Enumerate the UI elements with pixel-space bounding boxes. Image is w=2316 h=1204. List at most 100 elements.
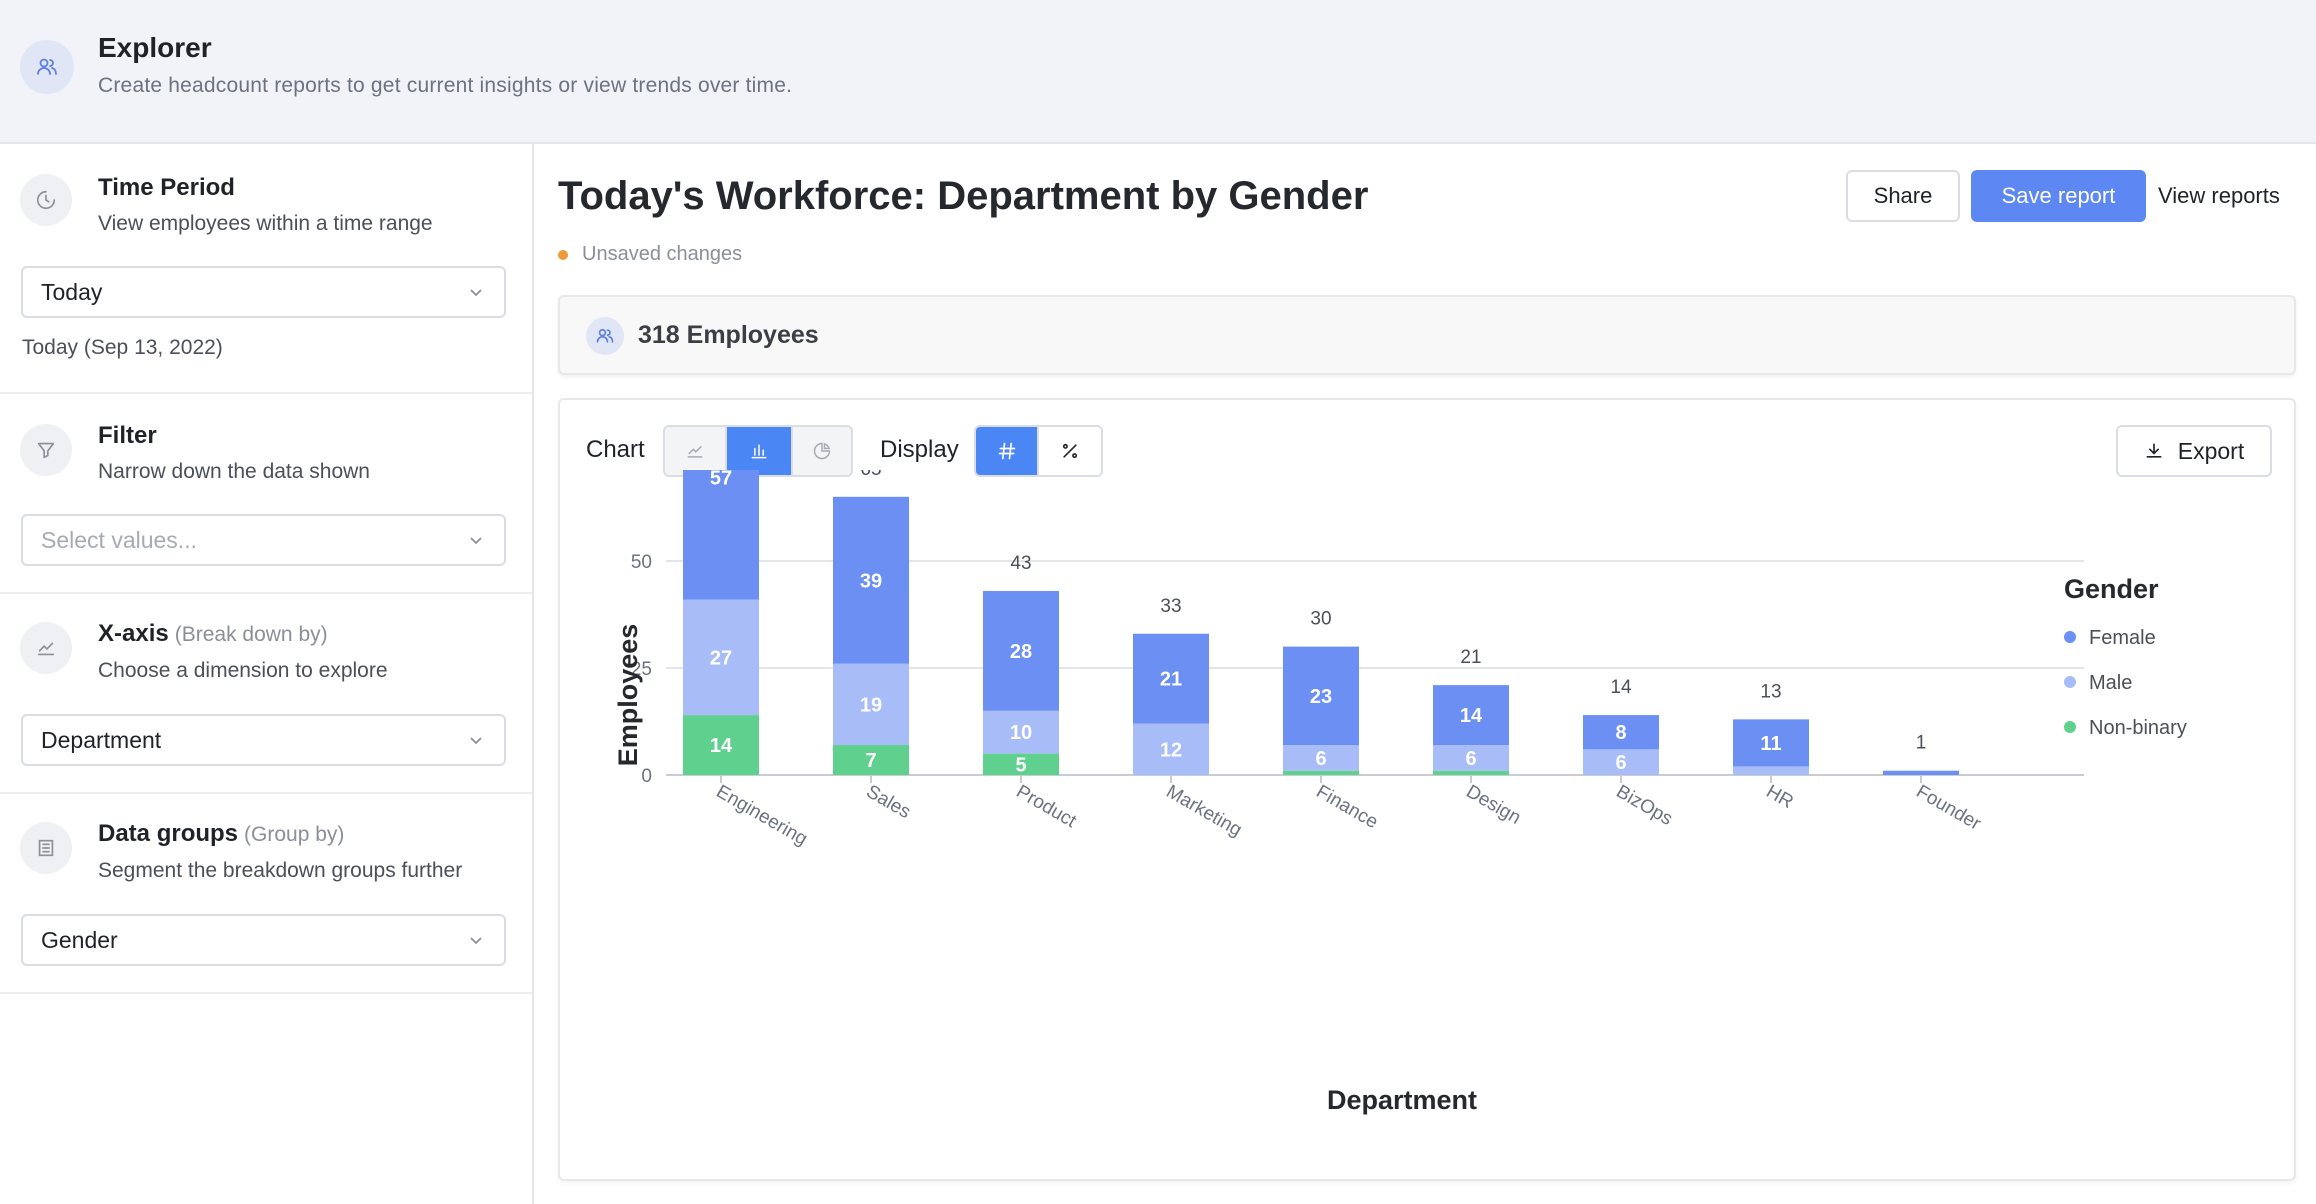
data-groups-value: Gender [41,926,118,953]
bar-segment [683,470,759,600]
count-option[interactable] [976,427,1039,475]
time-period-description: View employees within a time range [98,212,433,235]
bar-segment [1283,770,1359,775]
group-list-icon [20,822,72,874]
percent-option[interactable] [1039,427,1101,475]
bars: 1427579871939655102843122133623306142168… [683,470,1959,776]
stacked-bar-chart: 1427579871939655102843122133623306142168… [613,470,2187,1115]
bar-total-label: 33 [1160,596,1181,617]
bar-value-label: 23 [1310,686,1332,708]
data-groups-title: Data groups (Group by) [98,820,344,848]
page-header: Explorer Create headcount reports to get… [0,0,2316,144]
bar-chart-icon [751,444,767,459]
bar-value-label: 27 [710,647,732,669]
export-button[interactable]: Export [2116,425,2272,477]
x-axis-value: Department [41,726,162,753]
time-period-title: Time Period [98,174,235,201]
display-label: Display [880,436,959,463]
bar-segment [1433,770,1509,775]
view-reports-link[interactable]: View reports [2158,183,2280,208]
bar-value-label: 5 [1015,754,1026,776]
bar-value-label: 6 [1315,748,1326,770]
bar-value-label: 12 [1160,739,1182,761]
filter-title: Filter [98,422,157,449]
bar-segment [1283,745,1359,771]
legend-swatch [2064,721,2076,733]
line-chart-icon [20,622,72,674]
pie-chart-option[interactable] [793,427,851,475]
x-axis-select[interactable]: Department [21,714,506,766]
bar-total-label: 43 [1010,553,1031,574]
bar-total-label: 65 [860,470,881,480]
save-report-button[interactable]: Save report [1971,170,2146,222]
data-groups-section: Data groups (Group by) Segment the breakd… [0,794,532,994]
percent-icon [1062,443,1078,459]
bar-segment [1433,685,1509,746]
bar-segment [983,710,1059,754]
x-tick-label: Product [1013,781,1081,832]
chart-card: Chart Display Export 1427579871939655102… [558,398,2296,1181]
x-tick-label: Sales [863,781,915,823]
bar-value-label: 11 [1760,733,1781,755]
filter-description: Narrow down the data shown [98,460,370,483]
funnel-icon [20,424,72,476]
bar-value-label: 28 [1010,641,1032,663]
x-tick-label: BizOps [1613,781,1677,830]
bar-value-label: 57 [710,470,732,490]
data-groups-select[interactable]: Gender [21,914,506,966]
status-dot [558,249,568,260]
page-title: Explorer [98,32,212,63]
x-axis-title-text: X-axis [98,620,169,647]
bar-chart-option[interactable] [727,427,793,475]
time-period-select[interactable]: Today [21,266,506,318]
y-axis-title: Employees [613,624,643,767]
bar-segment [1733,719,1809,767]
x-tick-label: Design [1463,781,1525,829]
y-tick-label: 25 [631,659,652,680]
pie-chart-icon [813,442,831,460]
bar-segment [1883,770,1959,775]
bar-value-label: 8 [1615,722,1626,744]
bar-total-label: 21 [1460,647,1481,668]
chevron-down-icon [470,737,482,745]
x-tick-label: Engineering [713,781,811,850]
people-icon [586,317,624,355]
bar-total-label: 30 [1310,609,1331,630]
bar-total-label: 13 [1760,681,1781,702]
y-tick-label: 50 [631,552,652,573]
legend: Gender Female Male Non-binary [2064,574,2187,739]
legend-item-label: Female [2089,627,2156,649]
bar-value-label: 14 [1460,705,1483,727]
time-period-section: Time Period View employees within a time… [0,144,532,394]
x-axis-title: X-axis (Break down by) [98,620,328,648]
legend-title: Gender [2064,574,2159,604]
filter-placeholder: Select values... [41,526,197,553]
x-axis-hint: (Break down by) [174,623,328,646]
bar-total-label: 1 [1916,733,1927,754]
bar-segment [983,590,1059,711]
data-groups-title-text: Data groups [98,820,239,847]
data-groups-hint: (Group by) [244,823,345,846]
employee-count: 318 Employees [638,321,819,349]
x-axis-title: Department [1327,1085,1477,1115]
legend-swatch [2064,631,2076,643]
bar-segment [833,496,909,664]
bar-segment [1733,766,1809,775]
chevron-down-icon [470,937,482,945]
bar-value-label: 14 [710,735,733,757]
chart-type-label: Chart [586,436,645,463]
bar-value-label: 19 [860,694,882,716]
share-button[interactable]: Share [1846,170,1960,222]
bar-value-label: 7 [865,750,876,772]
y-tick-label: 0 [641,766,652,787]
hash-icon [998,442,1015,460]
display-mode-toggle [974,425,1103,477]
filter-section: Filter Narrow down the data shown Select… [0,394,532,594]
line-chart-icon [687,446,703,458]
bar-segment [833,663,909,746]
bar-segment [1433,745,1509,771]
report-title: Today's Workforce: Department by Gender [558,174,1369,218]
line-chart-option[interactable] [665,427,727,475]
chevron-down-icon [470,537,482,545]
filter-select[interactable]: Select values... [21,514,506,566]
